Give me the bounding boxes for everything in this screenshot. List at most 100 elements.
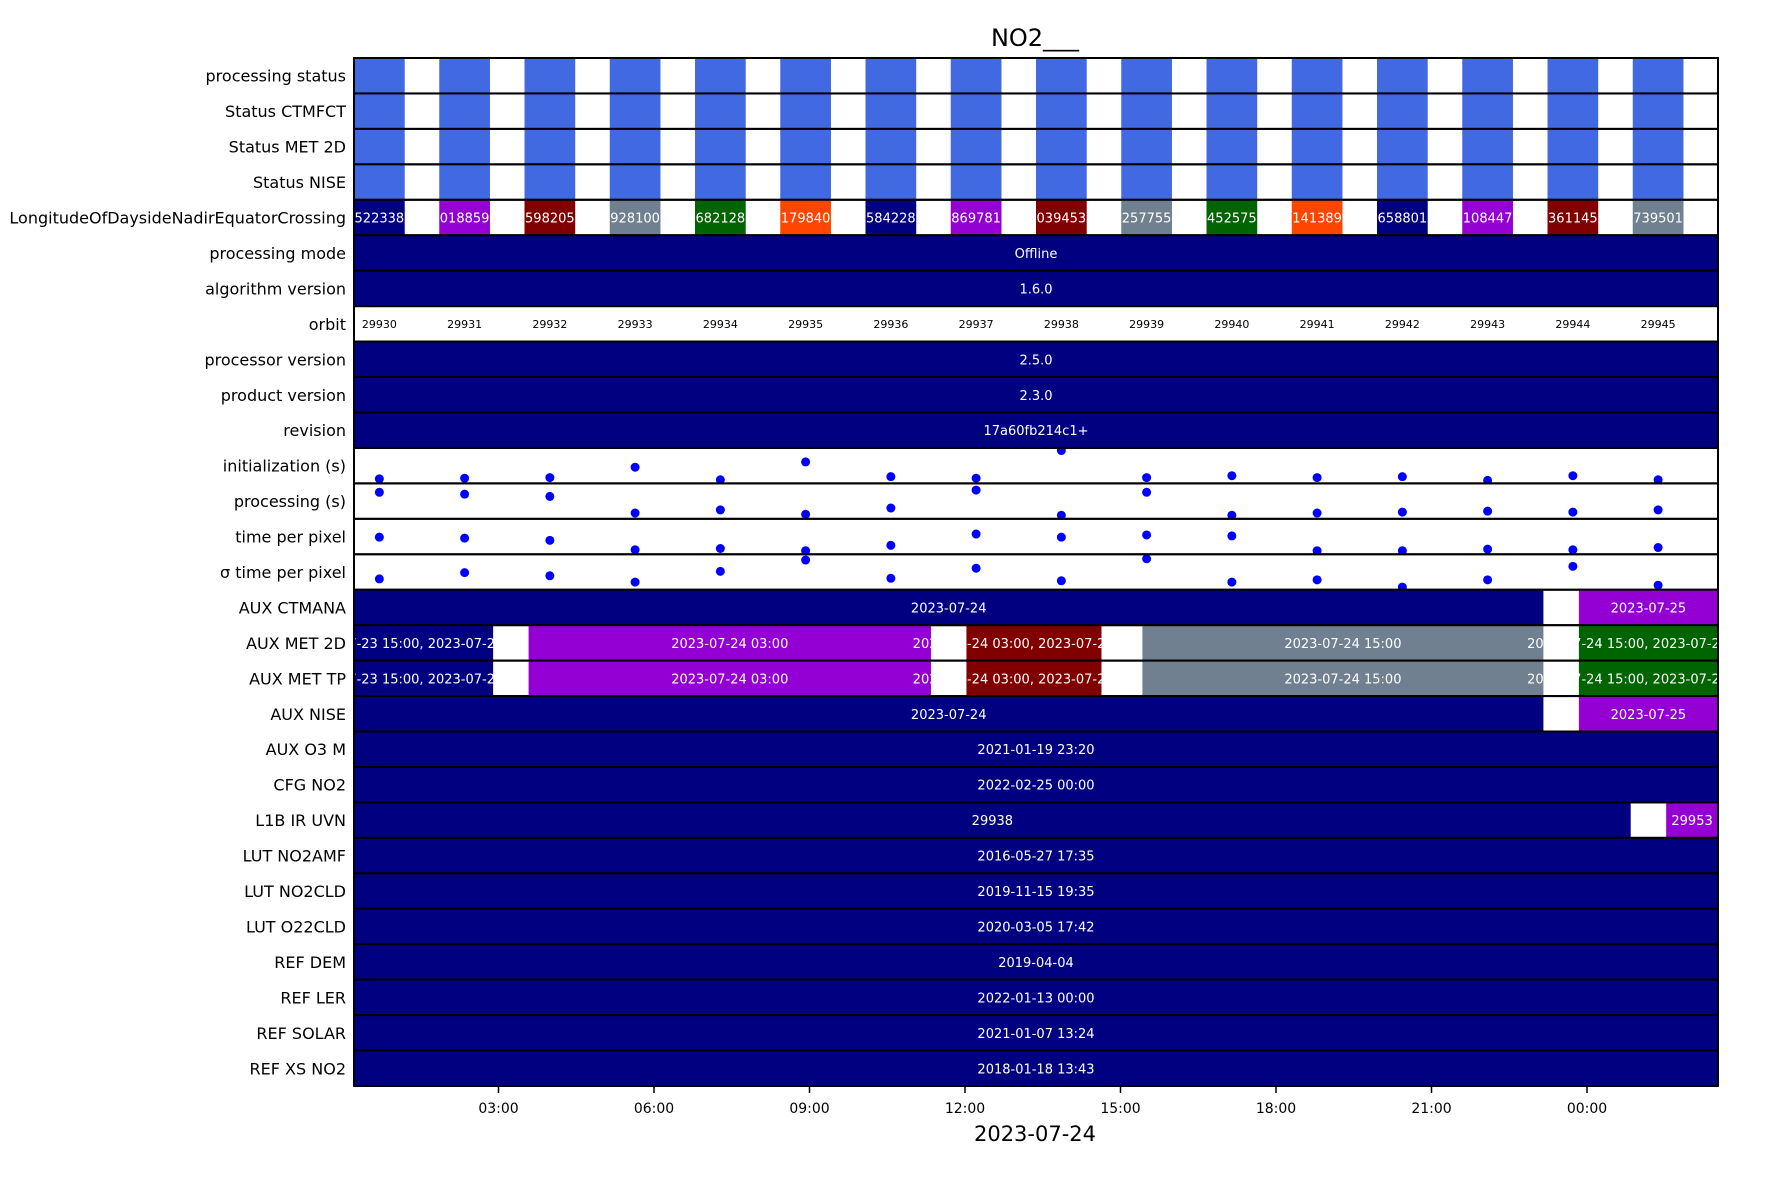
row-content: 1.6.0 (354, 270, 1718, 307)
row-content: 2021-01-07 13:24 (354, 1015, 1718, 1051)
timeline-row: 2022-01-13 00:00 REF LER (280, 978, 1719, 1017)
span-segment (1578, 696, 1718, 732)
x-tick-label: 03:00 (478, 1101, 518, 1117)
orbit-number: 29941 (1300, 318, 1335, 331)
row-label: AUX MET 2D (246, 634, 346, 653)
row-label: orbit (309, 315, 346, 334)
orbit-block (1036, 128, 1087, 165)
data-point (801, 546, 811, 555)
orbit-block (1206, 128, 1258, 165)
orbit-number: 29933 (618, 318, 653, 331)
span-label: 2019-04-04 (998, 956, 1074, 971)
span-segment (1578, 625, 1718, 661)
orbit-block (1036, 58, 1087, 94)
span-segment (966, 625, 1102, 661)
span-segment (1142, 625, 1544, 661)
row-label: REF LER (280, 988, 346, 1007)
row-label: revision (283, 421, 346, 440)
span-label: 2021-01-19 23:20 (977, 743, 1094, 758)
row-label: CFG NO2 (273, 776, 346, 795)
orbit-block (609, 58, 661, 94)
orbit-number: 29936 (873, 318, 908, 331)
span-label: 29953 (1671, 814, 1712, 829)
x-tick-label: 18:00 (1256, 1101, 1296, 1117)
data-point (1227, 531, 1237, 541)
orbit-block (1462, 164, 1513, 200)
timeline-row: time per pixel (235, 517, 1719, 556)
row-content: 29938 29953 (354, 802, 1718, 838)
orbit-block (1377, 199, 1428, 236)
orbit-block (1462, 128, 1513, 165)
row-label: Status MET 2D (229, 138, 346, 157)
span-label: 2023-07-24 15:00 (1284, 672, 1401, 687)
row-content: 2019-11-15 19:35 (354, 873, 1718, 909)
longitude-value: 584228 (866, 212, 916, 227)
x-tick-label: 00:00 (1567, 1101, 1607, 1117)
timeline-row: 17a60fb214c1+ revision (283, 411, 1719, 449)
data-point (1142, 487, 1152, 497)
timeline-row: 2020-03-05 17:42 LUT O22CLD (246, 907, 1719, 946)
data-point (545, 473, 555, 483)
data-point (801, 555, 811, 565)
span-label: 2023-07-25 (1611, 708, 1687, 723)
orbit-block (695, 164, 746, 200)
span-segment (354, 873, 1718, 909)
span-segment (528, 625, 931, 661)
row-label: L1B IR UVN (255, 811, 346, 830)
orbit-block (1377, 128, 1428, 165)
data-point (801, 509, 811, 519)
data-point (460, 533, 470, 543)
data-point (886, 540, 896, 550)
orbit-block (950, 93, 1002, 129)
span-segment (354, 696, 1544, 732)
data-point (1483, 575, 1493, 585)
data-point (630, 545, 640, 555)
row-label: LUT NO2AMF (243, 847, 346, 866)
orbit-block (439, 93, 490, 129)
x-axis: 03:00 06:00 09:00 12:00 15:00 18:00 21:00 00:00 (478, 1086, 1607, 1117)
orbit-block (354, 164, 405, 200)
span-segment (1142, 660, 1544, 697)
timeline-row: 2023-07-24 2023-07-25 AUX NISE (270, 695, 1719, 733)
orbit-block (1291, 58, 1343, 94)
orbit-block (524, 164, 576, 200)
span-segment (354, 660, 494, 697)
data-point (1397, 582, 1407, 590)
orbit-block (780, 199, 831, 236)
row-content: 522338 018859 598205 928100 682128 179840 5842… (354, 199, 1684, 236)
span-label: 2019-11-15 19:35 (977, 885, 1094, 900)
timeline-row: 29930 29931 29932 29933 29934 29935 29936 29937… (309, 305, 1719, 343)
orbit-block (780, 93, 831, 129)
row-label: LUT NO2CLD (244, 882, 346, 901)
orbit-block (439, 128, 490, 165)
orbit-block (1291, 128, 1343, 165)
data-point (1483, 506, 1493, 516)
orbit-block (865, 199, 917, 236)
data-point (1312, 575, 1322, 585)
row-content: 2018-01-18 13:43 (354, 1050, 1718, 1086)
data-point (545, 571, 555, 581)
row-content: 2023-07-23 15:00, 2023-07-24 03:00 2023-0… (354, 625, 1718, 661)
data-point (1397, 472, 1407, 482)
longitude-value: 257755 (1122, 212, 1172, 227)
span-label: 2023-07-23 15:00, 2023-07-24 03:00 (302, 672, 545, 687)
orbit-block (1291, 93, 1343, 129)
data-point (1653, 505, 1663, 515)
row-label: algorithm version (205, 279, 346, 298)
data-point (630, 508, 640, 518)
span-label: 2.3.0 (1019, 389, 1052, 404)
data-point (460, 568, 470, 578)
orbit-block (1377, 58, 1428, 94)
row-content: 29930 29931 29932 29933 29934 29935 29936 29937… (362, 318, 1676, 331)
orbit-block (609, 128, 661, 165)
timeline-row: σ time per pixel (220, 553, 1719, 591)
data-point (801, 457, 811, 467)
orbit-block (1036, 93, 1087, 129)
data-point (1568, 561, 1578, 571)
orbit-block (695, 128, 746, 165)
row-content: 2020-03-05 17:42 (354, 908, 1718, 945)
data-point (886, 503, 896, 513)
orbit-number: 29945 (1641, 318, 1676, 331)
timeline-row: 2021-01-07 13:24 REF SOLAR (256, 1014, 1719, 1052)
orbit-block (1547, 93, 1599, 129)
